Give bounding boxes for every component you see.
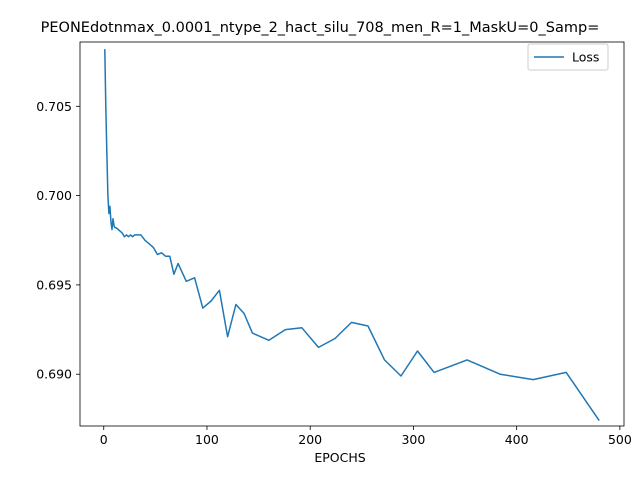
x-axis: 0 100 200 300 400 500 — [100, 426, 632, 447]
legend: Loss — [527, 43, 609, 71]
series-line-loss — [104, 49, 600, 422]
legend-box — [527, 43, 609, 71]
x-axis-title: EPOCHS — [314, 450, 365, 465]
y-tick-label: 0.700 — [36, 188, 72, 203]
y-tick-label: 0.690 — [36, 367, 72, 382]
x-tick-label: 100 — [195, 432, 219, 447]
plot-area — [79, 41, 625, 427]
y-axis: 0.690 0.695 0.700 0.705 — [36, 99, 80, 382]
y-tick-label: 0.695 — [36, 277, 72, 292]
y-tick-label: 0.705 — [36, 99, 72, 114]
legend-label-loss: Loss — [572, 50, 599, 65]
x-tick-label: 300 — [401, 432, 425, 447]
plot-frame — [79, 41, 625, 427]
series-layer — [104, 49, 600, 422]
chart-title: PEONEdotnmax_0.0001_ntype_2_hact_silu_70… — [41, 20, 600, 36]
x-tick-label: 400 — [505, 432, 529, 447]
x-tick-label: 0 — [100, 432, 108, 447]
x-tick-label: 500 — [608, 432, 632, 447]
x-tick-label: 200 — [298, 432, 322, 447]
